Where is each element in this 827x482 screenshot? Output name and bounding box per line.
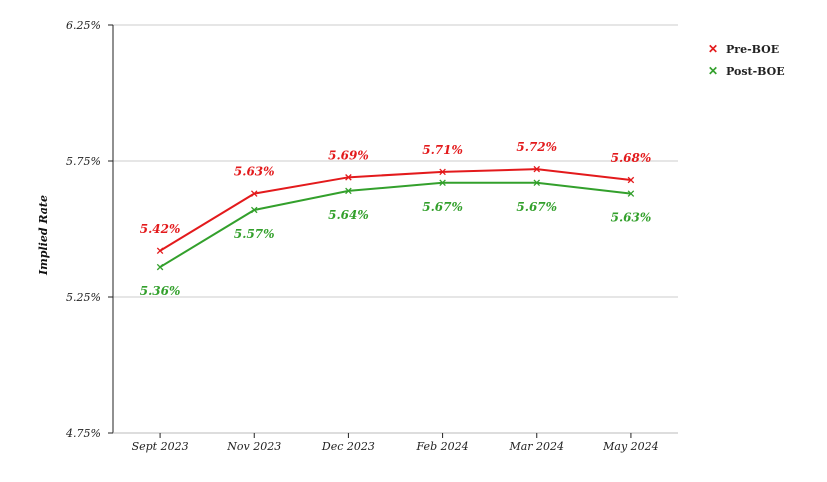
legend-label-pre-boe: Pre-BOE <box>726 42 780 56</box>
data-label-post-boe: 5.64% <box>328 208 369 222</box>
x-axis-ticks: Sept 2023 Nov 2023 Dec 2023 Feb 2024 Mar 202… <box>132 433 659 453</box>
legend: ✕ Pre-BOE ✕ Post-BOE <box>706 38 785 82</box>
data-point-post-boe[interactable] <box>627 190 635 197</box>
gridlines <box>113 24 678 298</box>
series-line-post-boe <box>159 181 632 268</box>
legend-label-post-boe: Post-BOE <box>726 64 785 78</box>
legend-marker-post-boe: ✕ <box>707 64 719 78</box>
x-tick-label: Nov 2023 <box>226 440 281 453</box>
series-pre-boe: 5.42% 5.63% 5.69% 5.71% 5.72% 5.68% <box>140 140 652 255</box>
data-label-post-boe: 5.63% <box>611 211 652 225</box>
x-tick-label: May 2024 <box>602 440 659 453</box>
data-label-pre-boe: 5.72% <box>516 140 557 154</box>
y-tick-label: 6.25% <box>66 19 101 32</box>
data-label-pre-boe: 5.68% <box>611 151 652 165</box>
data-point-pre-boe[interactable] <box>533 165 541 173</box>
data-point-post-boe[interactable] <box>533 179 541 187</box>
x-tick-label: Mar 2024 <box>508 440 564 453</box>
y-axis-label: Implied Rate <box>37 195 50 276</box>
legend-marker-pre-boe: ✕ <box>707 42 719 56</box>
x-tick-label: Sept 2023 <box>132 440 189 453</box>
legend-item-post-boe[interactable]: ✕ Post-BOE <box>706 60 785 82</box>
series-post-boe: 5.36% 5.57% 5.64% 5.67% 5.67% 5.63% <box>140 179 652 298</box>
data-point-post-boe[interactable] <box>250 206 258 214</box>
y-tick-label: 4.75% <box>65 427 101 440</box>
data-label-post-boe: 5.36% <box>140 284 181 298</box>
data-point-post-boe[interactable] <box>439 179 446 187</box>
data-label-pre-boe: 5.42% <box>140 222 181 236</box>
data-label-pre-boe: 5.69% <box>328 148 369 162</box>
data-point-post-boe[interactable] <box>156 263 164 271</box>
x-tick-label: Dec 2023 <box>321 440 375 453</box>
series-group: 5.42% 5.63% 5.69% 5.71% 5.72% 5.68% 5.36% 5.57%… <box>140 140 651 298</box>
data-point-post-boe[interactable] <box>345 187 352 195</box>
data-point-pre-boe[interactable] <box>627 176 635 184</box>
series-line-pre-boe <box>159 168 632 252</box>
data-label-pre-boe: 5.71% <box>422 143 463 157</box>
legend-item-pre-boe[interactable]: ✕ Pre-BOE <box>706 38 785 60</box>
data-label-pre-boe: 5.63% <box>234 165 275 179</box>
data-point-pre-boe[interactable] <box>439 168 446 176</box>
data-point-pre-boe[interactable] <box>156 247 164 255</box>
y-tick-label: 5.25% <box>66 291 101 304</box>
data-label-post-boe: 5.67% <box>516 200 557 214</box>
data-label-post-boe: 5.67% <box>422 200 463 214</box>
y-axis-ticks: 4.75% 5.25% 5.75% 6.25% <box>65 19 113 440</box>
y-tick-label: 5.75% <box>66 155 101 168</box>
data-point-pre-boe[interactable] <box>250 190 258 197</box>
data-label-post-boe: 5.57% <box>234 227 275 241</box>
x-tick-label: Feb 2024 <box>416 440 469 453</box>
data-point-pre-boe[interactable] <box>345 174 352 181</box>
